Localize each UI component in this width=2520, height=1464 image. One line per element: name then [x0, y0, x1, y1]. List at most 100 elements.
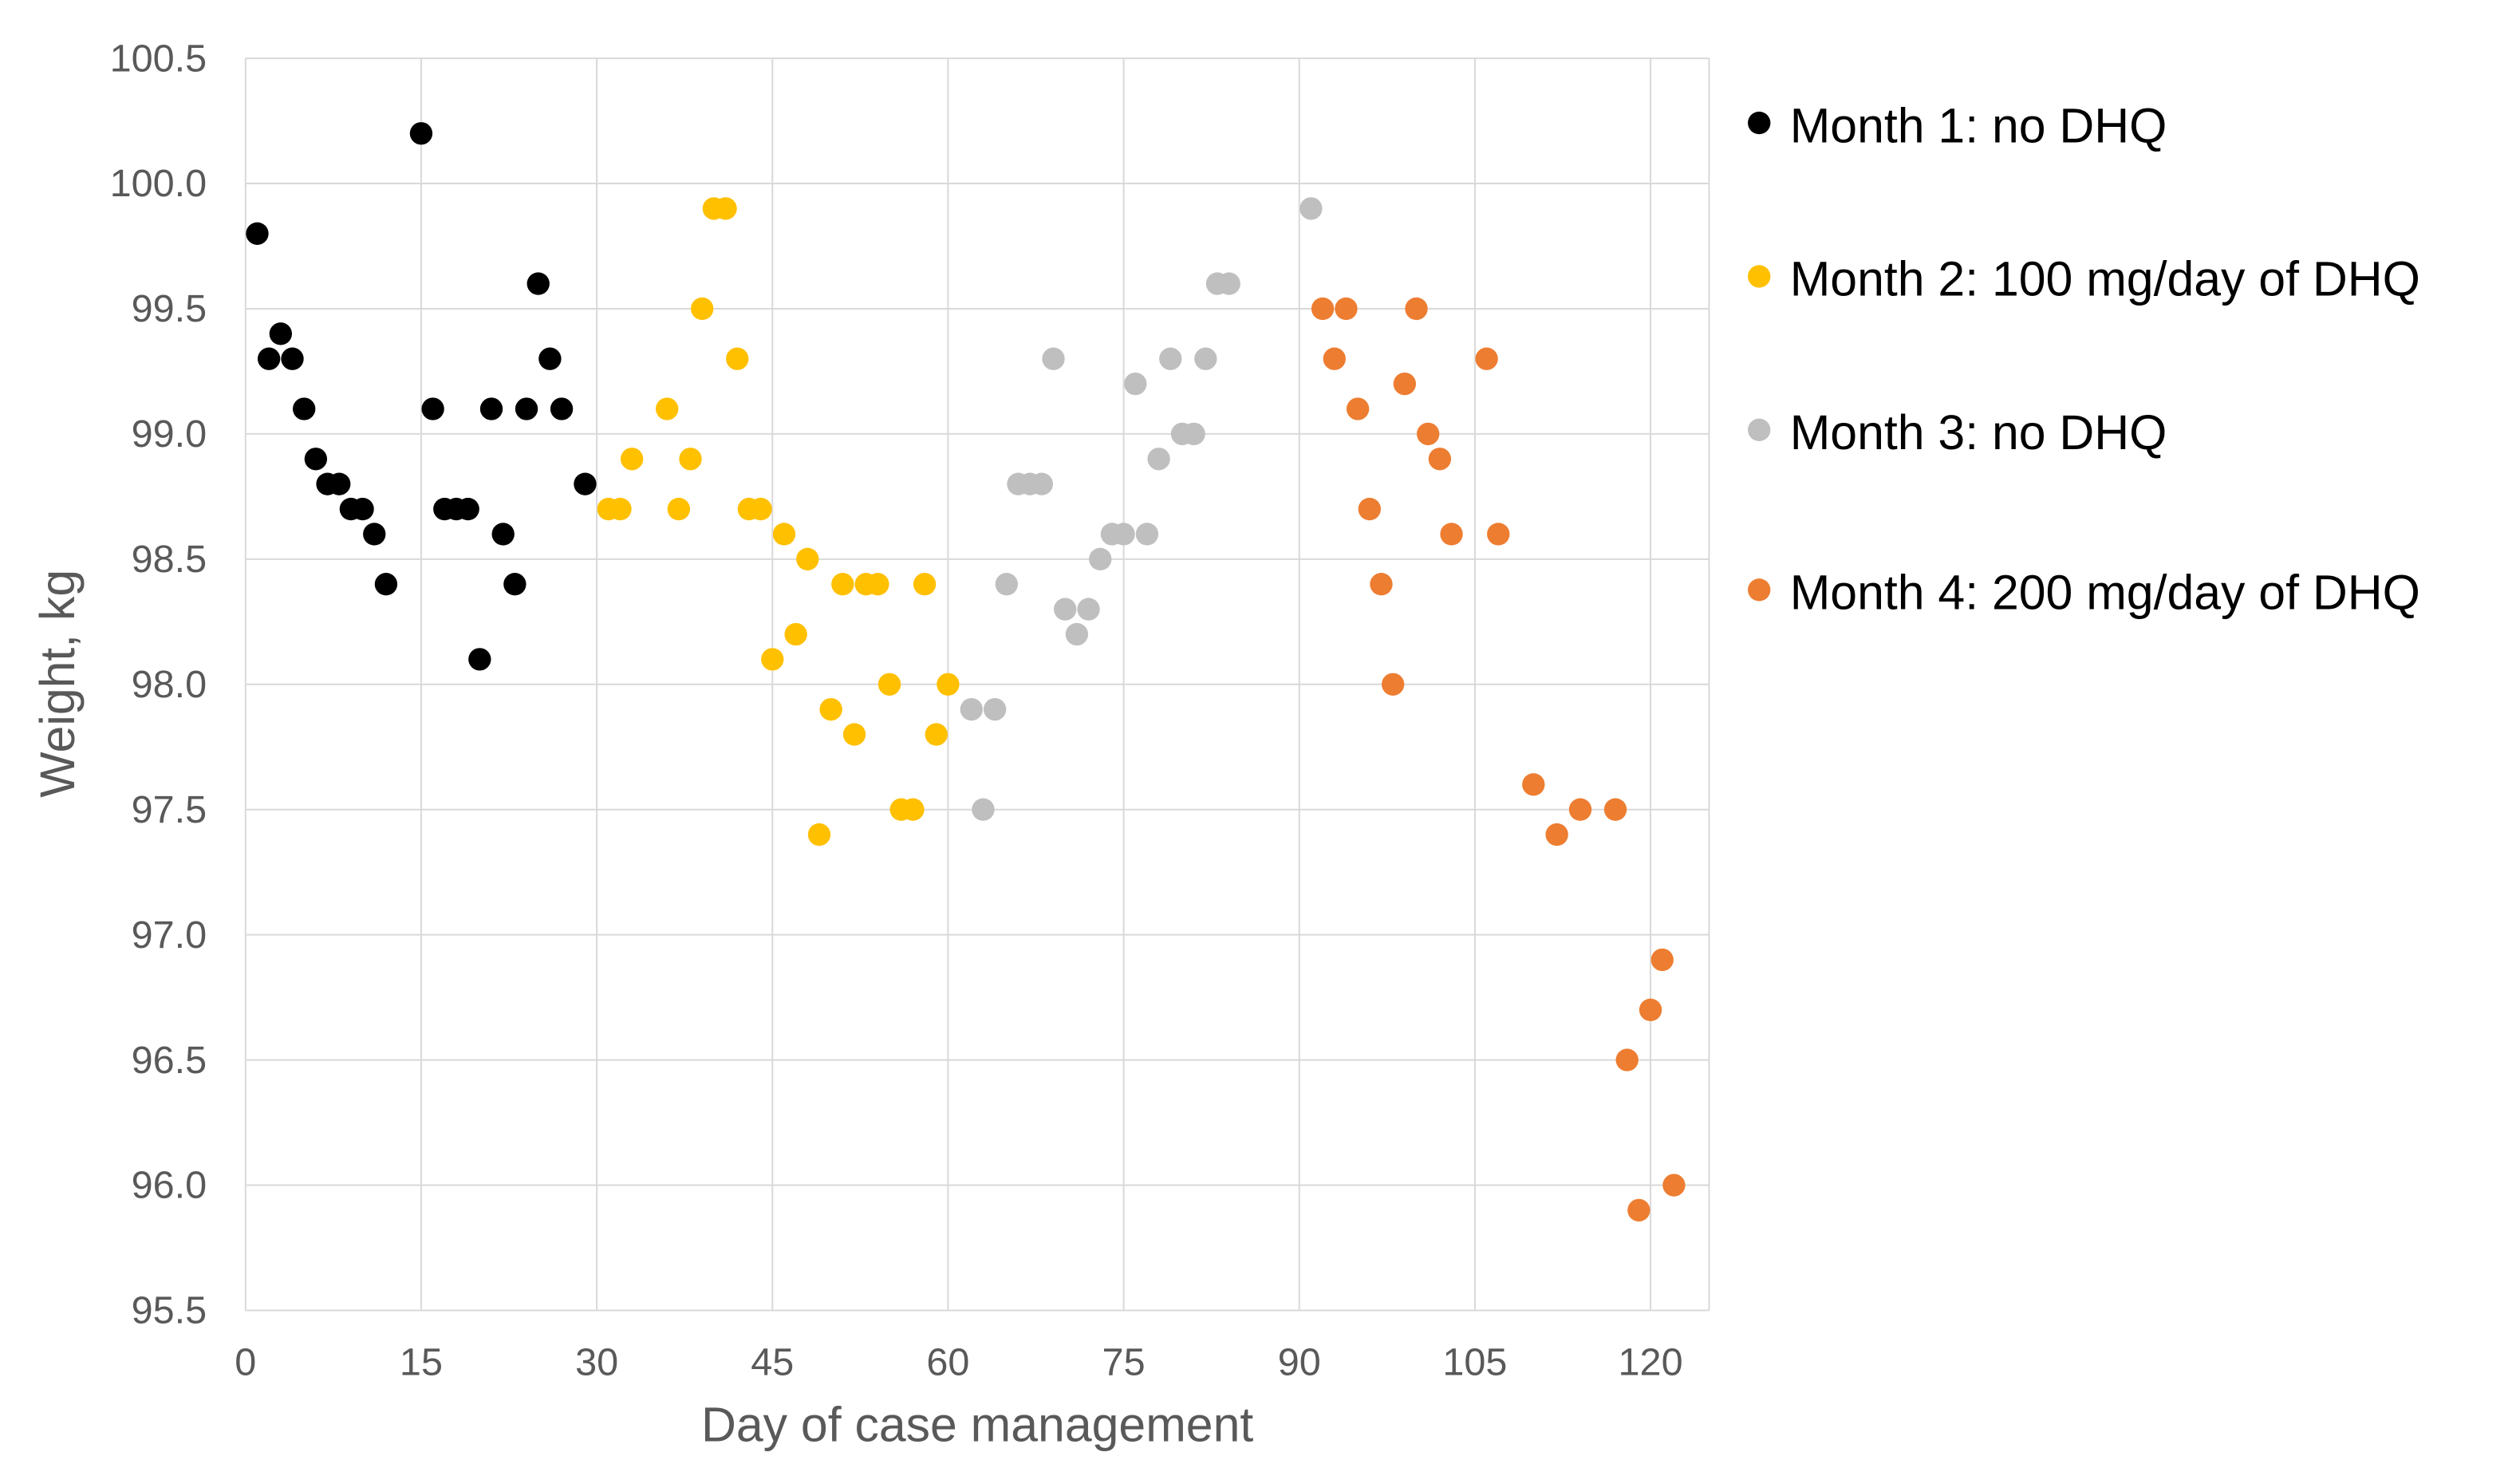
data-point — [1487, 523, 1510, 546]
data-point — [304, 448, 328, 471]
data-point — [1662, 1174, 1686, 1197]
data-point — [526, 272, 550, 295]
y-tick-label: 97.0 — [132, 914, 207, 957]
data-point — [995, 573, 1018, 596]
legend-label: Month 2: 100 mg/day of DHQ — [1790, 252, 2420, 306]
data-point — [1358, 497, 1381, 521]
data-point — [479, 397, 503, 420]
data-point — [421, 397, 444, 420]
series-1 — [246, 122, 597, 671]
data-point — [784, 622, 807, 646]
data-point — [609, 497, 632, 521]
data-point — [1405, 297, 1428, 321]
data-point — [1370, 573, 1393, 596]
x-tick-label: 90 — [1278, 1340, 1321, 1383]
data-point — [1428, 448, 1452, 471]
data-point — [866, 573, 889, 596]
data-point — [1299, 197, 1323, 220]
x-axis-title: Day of case management — [701, 1397, 1253, 1451]
data-point — [456, 497, 479, 521]
data-point — [1311, 297, 1335, 321]
data-point — [1124, 372, 1147, 396]
data-point — [269, 322, 293, 345]
legend-label: Month 4: 200 mg/day of DHQ — [1790, 566, 2420, 620]
data-point — [807, 823, 831, 846]
data-point — [1054, 598, 1077, 621]
data-point — [257, 347, 281, 370]
data-point — [726, 347, 749, 370]
x-tick-label: 60 — [926, 1340, 969, 1383]
data-point — [877, 673, 901, 696]
y-tick-label: 96.5 — [132, 1039, 207, 1082]
data-point — [1042, 347, 1065, 370]
data-point — [1147, 448, 1170, 471]
y-axis-title: Weight, kg — [30, 570, 85, 798]
data-point — [1159, 347, 1182, 370]
y-tick-label: 96.0 — [132, 1164, 207, 1207]
data-point — [1112, 523, 1135, 546]
legend-marker — [1748, 578, 1771, 602]
data-point — [1030, 472, 1054, 495]
series-4 — [1311, 297, 1686, 1222]
data-point — [749, 497, 772, 521]
data-point — [679, 448, 702, 471]
data-point — [550, 397, 574, 420]
y-tick-label: 99.5 — [132, 287, 207, 330]
data-point — [538, 347, 562, 370]
data-point — [1603, 798, 1627, 821]
legend-marker — [1748, 265, 1771, 288]
data-point — [1346, 397, 1370, 420]
data-point — [1135, 523, 1159, 546]
data-point — [246, 222, 269, 245]
data-point — [1568, 798, 1592, 821]
data-point — [1615, 1048, 1639, 1071]
x-tick-label: 120 — [1619, 1340, 1683, 1383]
data-point — [714, 197, 737, 220]
gridlines — [244, 57, 1710, 1312]
data-point — [983, 697, 1007, 721]
data-point — [937, 673, 960, 696]
legend-marker — [1748, 418, 1771, 441]
y-tick-label: 99.0 — [132, 412, 207, 456]
y-tick-label: 98.5 — [132, 538, 207, 581]
data-point — [1440, 523, 1463, 546]
data-point — [1545, 823, 1568, 846]
data-point — [1323, 347, 1346, 370]
data-point — [819, 697, 842, 721]
data-point — [1335, 297, 1358, 321]
data-point — [374, 573, 398, 596]
x-tick-label: 0 — [235, 1340, 256, 1383]
data-point — [1650, 948, 1674, 972]
data-point — [574, 472, 597, 495]
data-point — [901, 798, 925, 821]
y-tick-label: 98.0 — [132, 663, 207, 706]
series-2 — [597, 197, 960, 846]
data-point — [1217, 272, 1240, 295]
legend-marker — [1748, 111, 1771, 135]
data-point — [1627, 1198, 1650, 1222]
data-point — [293, 397, 316, 420]
data-point — [1194, 347, 1217, 370]
data-point — [960, 697, 983, 721]
data-point — [1089, 547, 1112, 570]
data-point — [281, 347, 304, 370]
data-point — [913, 573, 937, 596]
data-point — [796, 547, 819, 570]
data-point — [925, 723, 948, 746]
data-point — [468, 648, 491, 671]
x-tick-label: 30 — [575, 1340, 618, 1383]
data-point — [1417, 422, 1440, 446]
y-tick-label: 97.5 — [132, 788, 207, 831]
data-point — [972, 798, 995, 821]
data-point — [842, 723, 866, 746]
data-point — [1077, 598, 1100, 621]
y-tick-labels: 95.5 96.0 96.5 97.0 97.5 98.0 98.5 99.0 99.5 100.… — [110, 37, 207, 1332]
data-point — [1065, 622, 1089, 646]
data-point — [831, 573, 854, 596]
series-3 — [960, 197, 1323, 821]
data-point — [328, 472, 351, 495]
data-point — [491, 523, 515, 546]
data-point — [772, 523, 796, 546]
data-point — [1522, 773, 1545, 796]
